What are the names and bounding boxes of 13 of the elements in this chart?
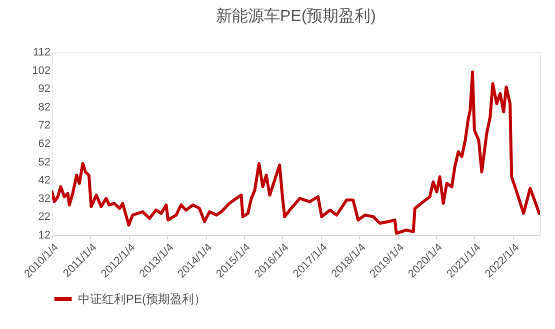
y-tick-label: 92 <box>38 83 50 96</box>
y-tick-label: 22 <box>38 211 50 224</box>
y-tick-label: 12 <box>38 230 50 242</box>
y-tick-label: 112 <box>32 46 50 58</box>
y-tick-label: 102 <box>32 64 50 77</box>
chart-title: 新能源车PE(预期盈利) <box>216 7 376 25</box>
y-tick-label: 52 <box>38 156 50 168</box>
y-tick-label: 32 <box>38 192 50 205</box>
y-tick-label: 72 <box>38 120 50 132</box>
y-tick-label: 82 <box>38 101 50 114</box>
y-tick-label: 42 <box>38 174 50 187</box>
y-tick-label: 62 <box>38 138 50 150</box>
legend-label: 中证红利PE(预期盈利） <box>78 292 206 306</box>
